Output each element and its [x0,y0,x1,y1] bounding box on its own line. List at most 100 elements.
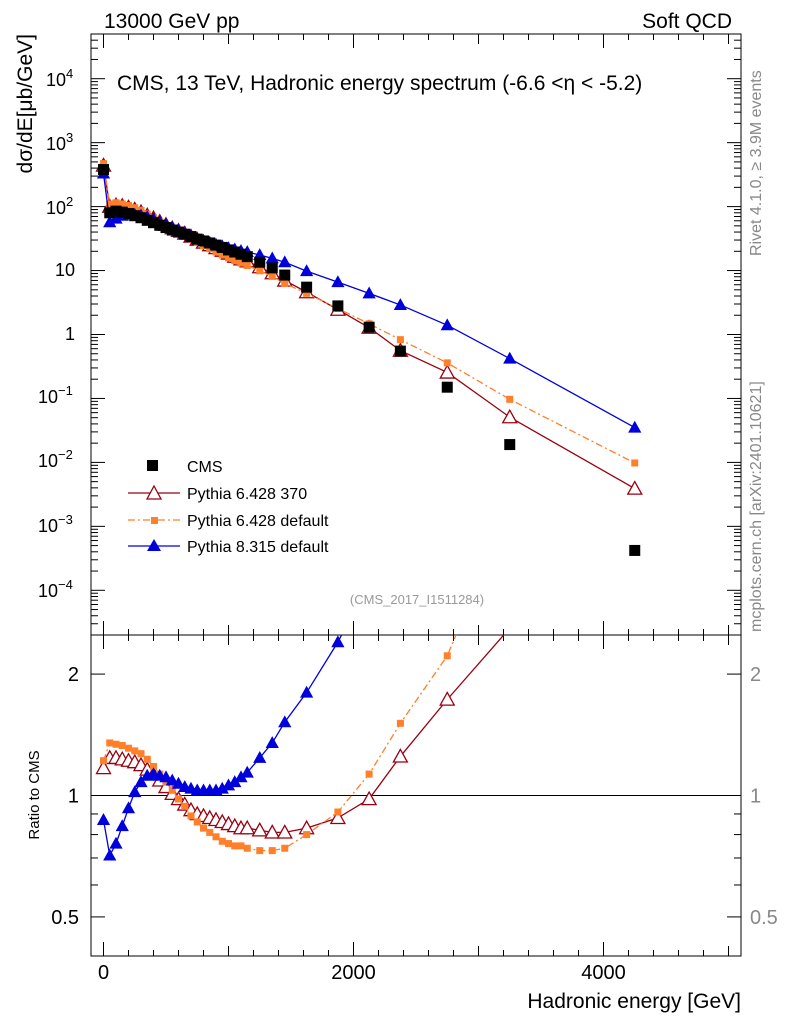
ratio-point-pythia-6-428-370 [439,691,456,706]
main-point-pythia-6-428-default [243,261,251,269]
cms-data-point [123,208,134,220]
main-point-pythia-6-428-default [631,459,639,467]
main-point-pythia-6-428-default [100,160,107,168]
cms-data-point [98,164,109,176]
ratio-ytick-label: 0.5 [51,907,79,929]
cms-data-point [116,206,128,218]
ytick-label-1e-1: 10−1 [38,383,73,407]
cms-data-point [129,210,141,222]
ratio-point-pythia-6-428-default [181,802,189,810]
ratio-point-pythia-6-428-default [443,652,451,660]
ratio-point-pythia-8-315-default [278,715,292,728]
ratio-ytick-label-right: 2 [750,664,761,686]
ratio-ytick-label: 1 [68,786,79,808]
main-point-pythia-6-428-370 [501,408,518,424]
ratio-ylabel: Ratio to CMS [26,750,43,839]
rivet-label: Rivet 4.1.0, ≥ 3.9M events [748,70,765,256]
main-point-pythia-6-428-default [506,395,514,403]
cms-data-point [210,239,222,251]
cms-data-point [135,212,147,224]
main-line-pythia-8-315-default [102,173,636,429]
main-point-pythia-6-428-default [396,336,404,344]
cms-data-point [110,205,122,217]
main-point-pythia-6-428-default [125,202,132,210]
cms-data-point [223,244,234,256]
ratio-point-pythia-6-428-default [212,833,220,841]
legend-entry-py6-default: Pythia 6.428 default [128,513,329,530]
ratio-point-pythia-8-315-default [165,773,179,786]
ratio-point-pythia-6-428-370 [392,748,409,763]
ratio-plot-area [95,16,640,861]
legend-label-cms: CMS [187,459,223,476]
ratio-ytick-label-right: 0.5 [750,907,778,929]
ratio-point-pythia-8-315-default [128,785,142,798]
ratio-point-pythia-8-315-default [629,16,640,26]
ratio-point-pythia-8-315-default [300,685,314,698]
ratio-point-pythia-6-428-default [193,818,201,826]
main-point-pythia-8-315-default [362,286,376,299]
legend-label-py8: Pythia 8.315 default [187,539,329,556]
main-point-pythia-8-315-default [331,275,345,288]
ratio-point-pythia-6-428-default [106,739,114,747]
ratio-point-pythia-6-428-default [231,842,239,850]
main-point-pythia-8-315-default [440,318,454,331]
main-ylabel: dσ/dE[μb/GeV] [14,34,37,173]
main-point-pythia-6-428-default [231,257,239,265]
ratio-point-pythia-6-428-default [631,243,638,250]
cms-data-point [629,544,641,556]
ytick-label-1e-2: 10−2 [38,447,73,471]
ytick-label-1e4: 104 [46,66,73,90]
main-title: CMS, 13 TeV, Hadronic energy spectrum (-… [117,72,642,95]
ratio-point-pythia-6-428-default [100,757,107,765]
cms-data-point [173,226,184,238]
main-line-pythia-6-428-default [102,163,636,464]
ratio-point-pythia-6-428-370 [251,821,268,837]
ratio-point-pythia-6-428-default [396,719,404,727]
cms-data-point [441,381,453,393]
cms-data-point [198,235,209,247]
cms-data-point [394,345,406,357]
ratio-point-pythia-6-428-default [334,808,342,816]
xtick-labels: 0 2000 4000 [98,962,626,984]
main-plot-area [95,157,643,556]
ratio-point-pythia-6-428-default [281,844,289,852]
mcplots-label: mcplots.cern.ch [arXiv:2401.10621] [748,381,765,632]
main-point-pythia-6-428-default [212,248,220,256]
ratio-point-pythia-6-428-default [137,750,145,758]
main-point-pythia-8-315-default [628,420,642,433]
xlabel: Hadronic energy [GeV] [527,990,741,1013]
ratio-point-pythia-6-428-default [225,840,232,848]
ratio-ytick-label: 2 [68,664,79,686]
ratio-point-pythia-8-315-default [395,498,406,508]
legend-marker-py8 [147,539,161,551]
cms-data-point [279,269,291,281]
ytick-label-10: 10 [55,260,75,280]
cms-data-point [185,231,197,243]
main-point-pythia-8-315-default [393,298,407,310]
ratio-line-pythia-8-315-default [102,635,343,858]
ratio-point-pythia-6-428-default [187,812,195,820]
ytick-label-1e-4: 10−4 [38,577,73,601]
legend-entry-py8: Pythia 8.315 default [128,539,329,556]
ratio-ytick-labels: 0.5 0.5 1 1 2 2 [51,664,778,929]
ratio-point-pythia-8-315-default [109,836,123,849]
legend-label-py6-default: Pythia 6.428 default [187,513,329,530]
ratio-point-pythia-6-428-default [237,842,245,850]
ratio-point-pythia-6-428-default [218,837,226,845]
ratio-point-pythia-6-428-default [256,847,264,855]
main-point-pythia-6-428-default [218,251,226,259]
main-point-pythia-6-428-default [237,259,245,267]
ratio-point-pythia-6-428-default [243,844,251,852]
cms-data-point [166,224,178,236]
ratio-point-pythia-8-315-default [442,399,453,409]
ratio-point-pythia-6-428-default [175,795,182,803]
cms-data-point [241,251,253,263]
main-point-pythia-6-428-default [268,272,276,280]
cms-data-point [235,248,247,260]
axis-ticks [91,33,741,956]
ratio-point-pythia-6-428-default [303,831,311,839]
ratio-point-pythia-6-428-default [268,847,276,855]
ratio-point-pythia-6-428-370 [276,824,293,839]
analysis-label: (CMS_2017_I1511284) [350,592,484,607]
